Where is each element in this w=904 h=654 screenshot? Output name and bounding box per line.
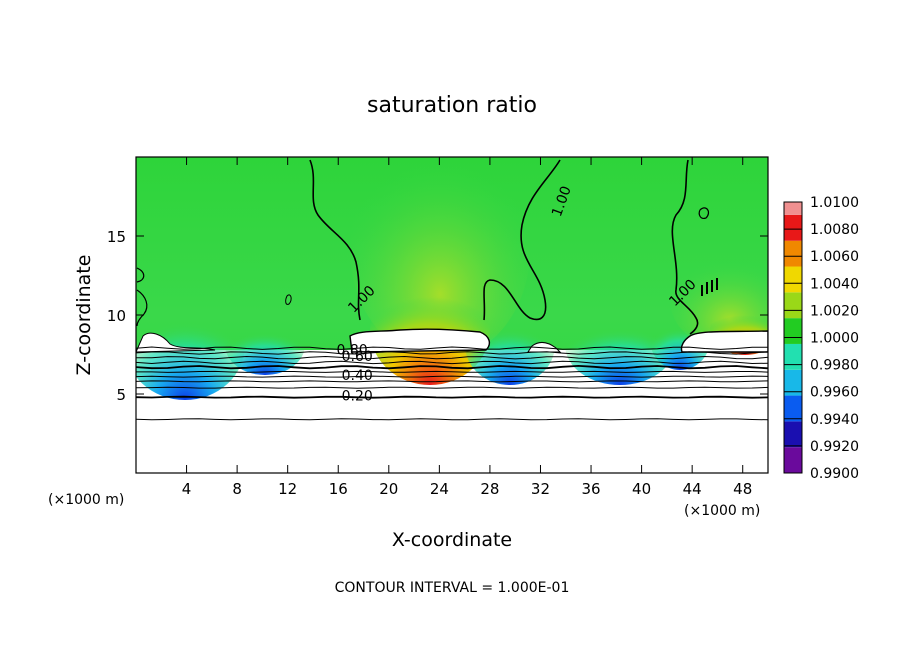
colorbar-tick-label: 0.9960 [810,385,859,401]
colorbar-swatch [784,447,802,473]
colorbar-swatch [784,343,802,370]
x-tick-label: 28 [480,480,499,498]
x-tick-label: 40 [632,480,651,498]
contour-line [136,364,768,370]
x-tick-label: 20 [379,480,398,498]
heatmap-field [136,157,768,473]
colorbar-tick-label: 0.9920 [810,439,859,455]
colorbar: 0.9900 0.9920 0.9940 0.9960 0.9980 1.0000 1.00… [783,195,859,482]
colorbar-swatch [784,266,802,293]
x-tick-label: 48 [733,480,752,498]
y-tick-label: 10 [107,307,126,325]
contour-line [136,370,768,373]
colorbar-swatch [784,395,802,422]
chart-title: saturation ratio [367,93,537,118]
x-tick-label: 12 [278,480,297,498]
colorbar-swatch [784,318,802,344]
colorbar-swatch [784,240,802,267]
contour-line [136,375,768,378]
colorbar-tick-label: 1.0020 [810,303,859,319]
colorbar-tick-label: 1.0100 [810,195,859,211]
contour-line [136,355,768,360]
x-tick-label: 24 [430,480,449,498]
y-tick-label: 5 [116,386,126,404]
colorbar-swatch [784,292,802,319]
x-tick-label: 32 [531,480,550,498]
contour-line [136,380,768,383]
contour-line [136,351,768,355]
colorbar-tick-label: 1.0060 [810,249,859,265]
contour-label: 0.20 [342,388,373,404]
x-axis-label: X-coordinate [392,529,512,551]
contour-label: 0.80 [337,343,368,359]
footer-note: CONTOUR INTERVAL = 1.000E-01 [335,580,570,596]
y-tick-label: 15 [107,228,126,246]
contour-line [136,395,768,399]
colorbar-tick-label: 0.9900 [810,466,859,482]
colorbar-tick-label: 1.0040 [810,276,859,292]
contour-label: 0.40 [342,368,373,384]
contour-line [136,360,768,365]
x-axis-unit-label-left: (×1000 m) [48,492,124,508]
x-axis-unit-label-right: (×1000 m) [684,503,760,519]
colorbar-tick-label: 0.9940 [810,412,859,428]
x-tick-label: 4 [182,480,192,498]
colorbar-swatch [784,369,802,396]
colorbar-swatch [784,202,802,215]
x-tick-label: 8 [232,480,242,498]
contour-label: 0.60 [342,349,373,365]
x-tick-label: 44 [683,480,702,498]
contour-line [136,386,768,389]
x-tick-label: 36 [581,480,600,498]
contour-line [136,418,768,421]
colorbar-tick-label: 1.0080 [810,222,859,238]
colorbar-tick-label: 0.9980 [810,358,859,374]
colorbar-swatch [784,421,802,448]
x-tick-label: 16 [329,480,348,498]
y-axis-label: Z-coordinate [73,255,95,376]
contour-line [136,346,768,350]
colorbar-swatch [784,214,802,241]
colorbar-tick-label: 1.0000 [810,331,859,347]
